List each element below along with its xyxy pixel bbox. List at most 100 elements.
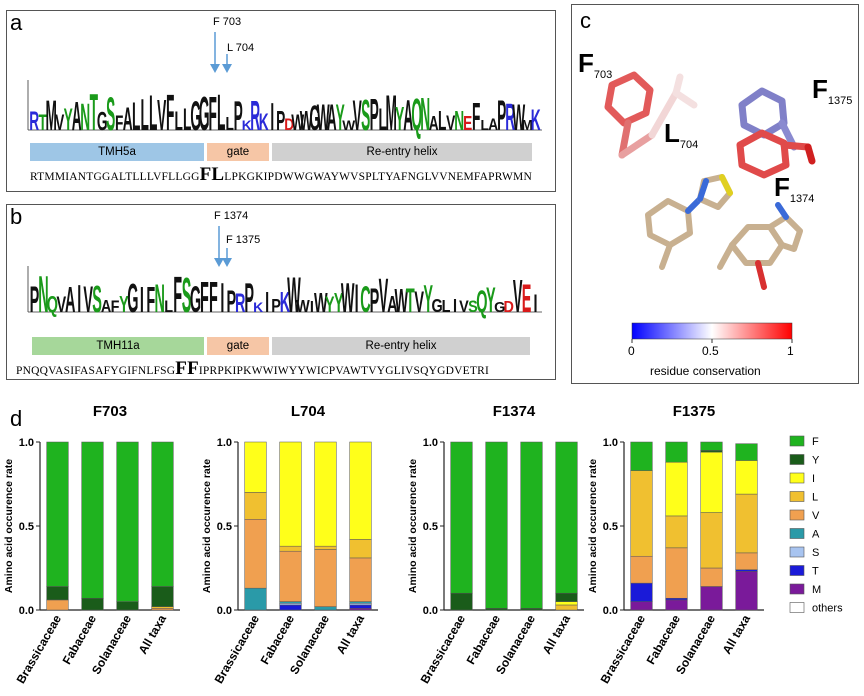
logo-letter: G — [494, 300, 505, 316]
residue-name: L — [664, 118, 680, 148]
residue-name: F — [578, 48, 594, 78]
panel-d-label: d — [10, 406, 23, 431]
legend-swatch — [789, 454, 805, 465]
panel-a-label: a — [10, 10, 23, 35]
bar-segment-L — [349, 539, 372, 559]
logo-letter: L — [442, 297, 451, 317]
panel-b-label: b — [10, 204, 23, 229]
bar-segment-V — [700, 567, 723, 587]
region-label: TMH11a — [96, 340, 140, 352]
logo-letter: L — [164, 298, 173, 316]
seq-right: IPRPKIPKWWIWYYWICPVAWTVYGLIVSQYGDVETRI — [198, 365, 490, 377]
bar-segment-L — [630, 470, 653, 557]
panel-b-arrows — [214, 226, 232, 267]
legend-label: others — [812, 603, 843, 615]
residue-number: 1375 — [827, 95, 853, 108]
legend-swatch — [789, 602, 805, 613]
chart-f703: F703 Amino acid occurence rate 0.0 0.5 1.0 Br… — [3, 403, 180, 686]
seq-right: LPKGKIPDWWGWAYWVSPLTYAFNGLVVNEMFAPRWMN — [224, 171, 532, 183]
legend-label: L — [812, 492, 818, 504]
legend-label: T — [812, 566, 819, 578]
logo-letter: Y — [395, 101, 404, 138]
logo-letter: R — [505, 95, 515, 138]
bar-segment-Y — [151, 586, 174, 607]
panel-a-region-gate: gate — [207, 143, 269, 161]
logo-letter: D — [503, 298, 513, 316]
bar-segment-L — [700, 512, 723, 569]
colorbar-mid: 0.5 — [702, 344, 719, 358]
logo-letter: R — [235, 288, 245, 318]
logo-letter: V — [513, 272, 523, 322]
bar-segment-F — [630, 441, 653, 471]
logo-letter: L — [141, 91, 149, 140]
logo-letter: A — [429, 111, 439, 134]
logo-letter: W — [395, 281, 409, 320]
logo-letter: Y — [334, 287, 344, 318]
panel-a-box — [6, 10, 556, 192]
region-label: Re-entry helix — [366, 146, 438, 158]
logo-letter: N — [454, 105, 464, 137]
y-tick-label: 0.0 — [19, 605, 34, 617]
bar-segment-V — [665, 547, 688, 599]
bar-segment-Y — [81, 597, 104, 611]
panel-a-arrows — [210, 32, 232, 73]
y-tick-label: 0.5 — [603, 521, 618, 533]
logo-letter: L — [175, 107, 183, 136]
logo-letter: Y — [119, 293, 129, 318]
logo-letter: G — [431, 295, 442, 316]
logo-letter: W — [341, 275, 355, 322]
logo-letter: I — [140, 279, 144, 320]
residue-label-f1374: F1374 — [774, 172, 814, 205]
bar-segment-V — [630, 555, 653, 584]
arrow-l704-head — [222, 64, 232, 73]
logo-letter: C — [360, 279, 370, 320]
logo-letter: I — [265, 285, 269, 318]
logo-letter: P — [271, 296, 281, 316]
logo-letter: D — [284, 116, 294, 134]
logo-letter: G — [190, 278, 201, 320]
logo-letter: F — [472, 95, 480, 139]
bar-segment-L — [665, 515, 688, 549]
y-tick-label: 1.0 — [217, 437, 232, 449]
bar-segment-L — [279, 545, 302, 552]
arrow-f703-head — [210, 64, 220, 73]
residue-tan-model-2 — [717, 202, 803, 290]
residue-name: F — [812, 74, 828, 104]
logo-letter: L — [183, 103, 191, 138]
logo-letter: P — [30, 279, 40, 320]
chart-f1374: F1374 Amino acid occurence rate 0.0 0.5 1.0 B… — [407, 403, 584, 686]
legend-swatch — [789, 528, 805, 539]
x-tick-label: Fabaceae — [60, 612, 100, 667]
colorbar-max: 1 — [787, 344, 794, 358]
y-axis-label: Amino acid occurence rate — [201, 459, 213, 593]
bar-segment-M — [630, 601, 653, 611]
bar-segment-Y — [46, 586, 69, 601]
logo-letter: G — [127, 276, 138, 321]
bar-segment-V — [151, 608, 174, 611]
logo-letter: K — [242, 117, 252, 133]
logo-letter: N — [155, 277, 165, 321]
bar-segment-T — [630, 582, 653, 602]
logo-letter: G — [190, 92, 201, 139]
logo-letter: T — [406, 281, 415, 320]
region-label: TMH5a — [98, 146, 136, 158]
logo-letter: F — [115, 111, 123, 135]
logo-letter: P — [276, 105, 285, 137]
logo-letter: W — [287, 266, 301, 322]
bar-segment-I — [665, 461, 688, 517]
bar-segment-F — [116, 441, 139, 602]
logo-letter: G — [309, 98, 320, 138]
logo-letter: I — [270, 97, 274, 140]
logo-letter: S — [92, 279, 102, 321]
x-tick-label: Brassicaceae — [212, 612, 263, 686]
bar-segment-A — [314, 606, 337, 611]
legend-swatch — [789, 583, 805, 595]
bar-segment-M — [700, 586, 723, 611]
region-label: gate — [226, 146, 250, 158]
bar-segment-Y — [485, 608, 508, 611]
y-tick-label: 0.0 — [603, 605, 618, 617]
logo-letter: L — [481, 117, 490, 133]
panel-a-mutation-1: F 703 — [213, 16, 242, 28]
